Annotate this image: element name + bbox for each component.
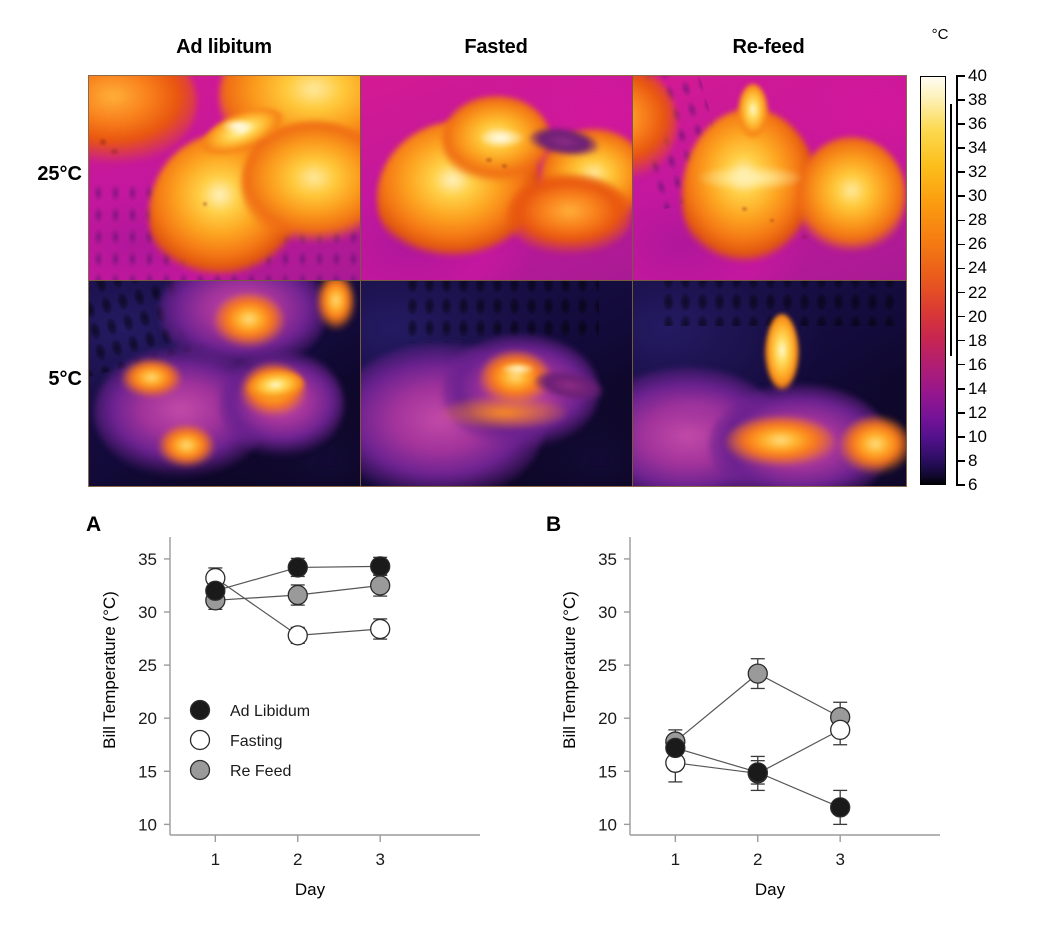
colorbar-tick-label: 12 bbox=[968, 402, 987, 422]
column-header-ad-libitum: Ad libitum bbox=[176, 36, 272, 58]
colorbar-tick-label: 20 bbox=[968, 306, 987, 326]
thermal-grid bbox=[88, 75, 907, 487]
y-axis-tick-label: 15 bbox=[598, 762, 617, 781]
y-axis-tick-label: 35 bbox=[138, 550, 157, 569]
legend-marker bbox=[189, 729, 211, 751]
panel-a: A Bill Temperature (°C) Day 10 15 20 25 30 35… bbox=[72, 505, 572, 934]
row-label-5c: 5°C bbox=[48, 368, 82, 390]
colorbar-tick-label: 34 bbox=[968, 138, 987, 158]
colorbar-tick-label: 22 bbox=[968, 282, 987, 302]
colorbar-tick bbox=[956, 99, 965, 101]
thermal-cell-warm-refeed bbox=[633, 76, 906, 281]
data-point-marker bbox=[747, 663, 768, 684]
colorbar-tick bbox=[956, 363, 965, 366]
y-axis-tick-label: 25 bbox=[138, 656, 157, 675]
colorbar-tick bbox=[956, 412, 965, 414]
colorbar-tick bbox=[956, 436, 965, 438]
y-axis-tick-label: 35 bbox=[598, 550, 617, 569]
thermal-cell-cold-adlib bbox=[89, 281, 361, 486]
panel-a-letter: A bbox=[86, 513, 102, 536]
x-axis-tick-label: 1 bbox=[671, 850, 680, 869]
colorbar-tick-label: 18 bbox=[968, 330, 987, 350]
colorbar-tick-label: 28 bbox=[968, 210, 987, 230]
colorbar-range-bracket bbox=[950, 104, 952, 356]
data-point-marker bbox=[830, 797, 851, 818]
x-axis-tick-label: 2 bbox=[753, 850, 762, 869]
colorbar-gradient bbox=[920, 76, 946, 485]
panel-b-x-axis-title: Day bbox=[754, 880, 786, 899]
data-point-marker bbox=[830, 719, 851, 741]
temperature-colorbar: °C 40 38 36 34 32 30 28 26 24 22 20 18 16 14 12 10 8 6 bbox=[912, 26, 1040, 496]
y-axis-tick-label: 30 bbox=[598, 603, 617, 622]
colorbar-tick-label: 14 bbox=[968, 378, 987, 398]
panel-b: B Bill Temperature (°C) Day 10 15 20 25 30 35… bbox=[532, 505, 1032, 934]
row-label-25c: 25°C bbox=[37, 163, 82, 185]
data-point-marker bbox=[370, 618, 391, 640]
data-point-marker bbox=[747, 762, 768, 783]
data-point-marker bbox=[370, 556, 391, 577]
thermal-cell-cold-refeed bbox=[633, 281, 906, 486]
data-point-marker bbox=[370, 575, 391, 596]
column-header-re-feed: Re-feed bbox=[732, 36, 805, 58]
x-axis-tick-label: 2 bbox=[293, 850, 302, 869]
colorbar-tick-label: 8 bbox=[968, 450, 978, 470]
colorbar-tick bbox=[956, 123, 965, 125]
colorbar-tick-label: 40 bbox=[968, 66, 987, 85]
colorbar-tick-label: 30 bbox=[968, 186, 987, 206]
y-axis-tick-label: 20 bbox=[138, 709, 157, 728]
legend-marker bbox=[189, 699, 211, 721]
panel-a-x-axis-title: Day bbox=[294, 880, 326, 899]
colorbar-tick bbox=[956, 171, 965, 174]
colorbar-tick bbox=[956, 75, 965, 77]
colorbar-tick-label: 36 bbox=[968, 114, 987, 134]
y-axis-tick-label: 30 bbox=[138, 603, 157, 622]
colorbar-tick-label: 32 bbox=[968, 162, 987, 182]
line-plot-panels: A Bill Temperature (°C) Day 10 15 20 25 30 35… bbox=[0, 505, 1040, 934]
y-axis-tick-label: 25 bbox=[598, 656, 617, 675]
panel-b-letter: B bbox=[546, 513, 562, 536]
colorbar-tick bbox=[956, 219, 965, 222]
legend-label: Fasting bbox=[230, 733, 282, 750]
legend-label: Re Feed bbox=[230, 763, 291, 780]
colorbar-axis-line bbox=[956, 76, 958, 485]
colorbar-tick bbox=[956, 195, 965, 198]
colorbar-tick bbox=[956, 387, 965, 390]
data-point-marker bbox=[205, 580, 226, 601]
colorbar-tick-label: 6 bbox=[968, 475, 978, 494]
colorbar-tick bbox=[956, 339, 965, 342]
y-axis-tick-label: 20 bbox=[598, 709, 617, 728]
panel-b-plot: 10 15 20 25 30 35 1 2 3 bbox=[598, 537, 940, 869]
thermal-cell-warm-adlib bbox=[89, 76, 361, 281]
colorbar-tick bbox=[956, 291, 965, 294]
thermal-cell-cold-fasted bbox=[361, 281, 633, 486]
data-point-marker bbox=[287, 584, 308, 606]
colorbar-unit-label: °C bbox=[931, 26, 949, 43]
colorbar-tick bbox=[956, 147, 965, 149]
data-point-marker bbox=[287, 625, 308, 646]
colorbar-tick-label: 38 bbox=[968, 90, 987, 110]
x-axis-tick-label: 1 bbox=[211, 850, 220, 869]
colorbar-tick-label: 16 bbox=[968, 354, 987, 374]
x-axis-tick-label: 3 bbox=[375, 850, 384, 869]
thermal-image-montage: Ad libitum Fasted Re-feed 25°C 5°C bbox=[37, 26, 1040, 496]
colorbar-tick-label: 26 bbox=[968, 234, 987, 254]
colorbar-tick-label: 10 bbox=[968, 426, 987, 446]
column-header-fasted: Fasted bbox=[464, 36, 528, 58]
colorbar-tick bbox=[956, 243, 965, 246]
colorbar-tick bbox=[956, 484, 965, 486]
legend-marker bbox=[189, 759, 211, 781]
data-point-marker bbox=[665, 737, 686, 759]
x-axis-tick-label: 3 bbox=[835, 850, 844, 869]
colorbar-tick-label: 24 bbox=[968, 258, 987, 278]
y-axis-tick-label: 10 bbox=[138, 815, 157, 834]
thermal-cell-warm-fasted bbox=[361, 76, 633, 281]
colorbar-tick bbox=[956, 315, 965, 318]
data-point-marker bbox=[287, 557, 308, 578]
panel-a-plot: 10 15 20 25 30 35 1 2 3 Ad Libidum Fasting Re Feed bbox=[138, 537, 480, 869]
colorbar-tick bbox=[956, 267, 965, 270]
colorbar-tick bbox=[956, 460, 965, 462]
legend-label: Ad Libidum bbox=[230, 703, 310, 720]
y-axis-tick-label: 15 bbox=[138, 762, 157, 781]
y-axis-tick-label: 10 bbox=[598, 815, 617, 834]
